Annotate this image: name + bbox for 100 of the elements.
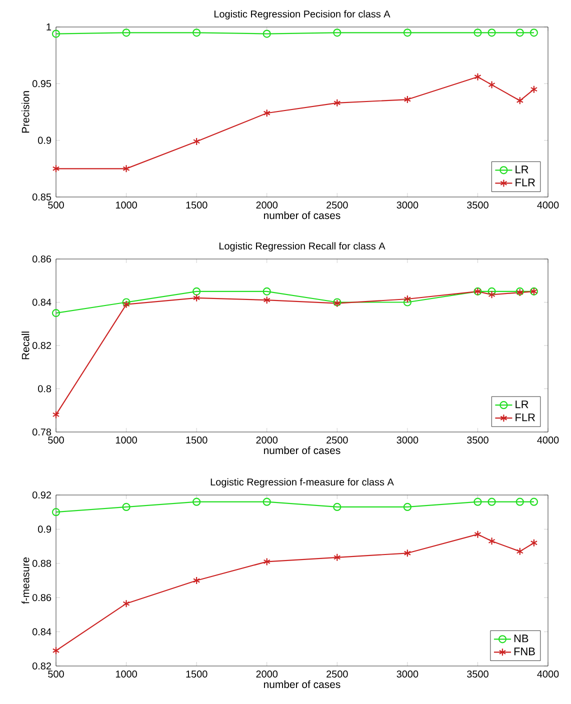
x-tick-label: 4000 (537, 436, 559, 444)
x-tick-label: 3500 (467, 202, 488, 209)
point (474, 498, 482, 506)
point (334, 98, 341, 107)
y-tick-label: 0.8 (38, 385, 52, 392)
y-tick-label: 0.78 (32, 428, 52, 436)
x-tick-label: 3000 (396, 202, 418, 209)
point (530, 28, 538, 37)
x-tick-label: 3500 (467, 670, 488, 678)
point (403, 502, 412, 512)
point (122, 600, 130, 608)
chart-title: Logistic Regression f-measure for class A (210, 478, 394, 488)
chart-title: Logistic Regression Pecision for class A (214, 10, 390, 20)
x-tick-label: 1000 (116, 670, 137, 678)
y-tick-label: 0.88 (32, 560, 52, 567)
x-tick-label: 1500 (186, 670, 208, 678)
point (403, 28, 412, 37)
x-tick-label: 2500 (326, 670, 348, 678)
point (488, 28, 496, 37)
y-tick-label: 0.9 (38, 526, 52, 533)
point (404, 95, 412, 104)
point (192, 28, 201, 37)
y-tick-label: 0.84 (32, 298, 52, 306)
x-tick-label: 1500 (186, 202, 208, 209)
point (192, 137, 200, 146)
x-tick-label: 2500 (326, 202, 348, 209)
y-tick-label: 0.9 (38, 136, 52, 144)
point (52, 646, 60, 655)
point (122, 28, 130, 37)
y-axis-title: Recall (22, 332, 30, 360)
point (262, 287, 271, 296)
point (516, 498, 524, 506)
y-tick-label: 0.84 (32, 628, 52, 636)
y-tick-label: 0.86 (32, 255, 52, 263)
point (52, 164, 60, 173)
y-tick-label: 0.82 (32, 662, 51, 670)
x-tick-label: 500 (48, 202, 64, 209)
x-tick-label: 2500 (326, 436, 348, 444)
x-tick-label: 4000 (537, 202, 559, 209)
x-tick-label: 2000 (256, 202, 278, 209)
point (488, 287, 496, 296)
x-tick-label: 1500 (186, 436, 208, 444)
point (530, 538, 538, 547)
point (333, 28, 342, 37)
x-tick-label: 2000 (256, 670, 278, 678)
y-axis-title: f-measure (22, 557, 30, 604)
point (122, 164, 130, 173)
legend-label: FLR (516, 178, 535, 186)
point (192, 294, 200, 302)
x-tick-label: 500 (48, 436, 64, 444)
point (52, 30, 60, 38)
x-axis-title: number of cases (264, 211, 340, 220)
legend-label: NB (514, 634, 528, 642)
point (52, 410, 60, 419)
point (530, 85, 538, 94)
point (263, 109, 270, 118)
point (192, 576, 200, 585)
legend-label: LR (516, 166, 528, 174)
point (403, 298, 412, 306)
point (192, 498, 201, 506)
point (404, 549, 412, 558)
y-tick-label: 0.92 (32, 491, 51, 499)
point (192, 287, 201, 296)
x-tick-label: 3000 (396, 436, 418, 444)
point (262, 498, 271, 506)
y-axis-title: Precision (22, 91, 30, 133)
y-tick-label: 0.82 (32, 342, 51, 350)
y-tick-label: 0.85 (32, 193, 52, 201)
point (52, 508, 60, 516)
x-tick-label: 2000 (256, 436, 278, 444)
x-tick-label: 1000 (116, 202, 137, 209)
point (263, 558, 270, 566)
point (52, 309, 60, 318)
x-tick-label: 3500 (467, 436, 488, 444)
point (516, 547, 524, 556)
point (122, 502, 130, 512)
chart-title: Logistic Regression Recall for class A (219, 242, 386, 252)
point (488, 537, 496, 546)
legend-label: LR (516, 400, 528, 408)
point (263, 296, 270, 304)
x-tick-label: 1000 (116, 436, 137, 444)
point (404, 294, 412, 304)
point (488, 80, 496, 89)
x-axis-title: number of cases (264, 446, 340, 454)
point (516, 28, 524, 37)
legend-label: FNB (514, 648, 535, 656)
point (474, 530, 482, 538)
y-tick-label: 1 (46, 24, 51, 30)
x-axis-title: number of cases (264, 680, 340, 688)
legend-label: FLR (516, 414, 535, 422)
x-tick-label: 3000 (396, 670, 418, 678)
point (262, 30, 271, 38)
x-tick-label: 4000 (537, 670, 559, 678)
point (333, 502, 342, 512)
x-tick-label: 500 (48, 670, 64, 678)
y-tick-label: 0.95 (32, 80, 52, 88)
point (516, 96, 524, 105)
point (488, 290, 496, 299)
point (530, 498, 538, 506)
point (474, 72, 482, 81)
